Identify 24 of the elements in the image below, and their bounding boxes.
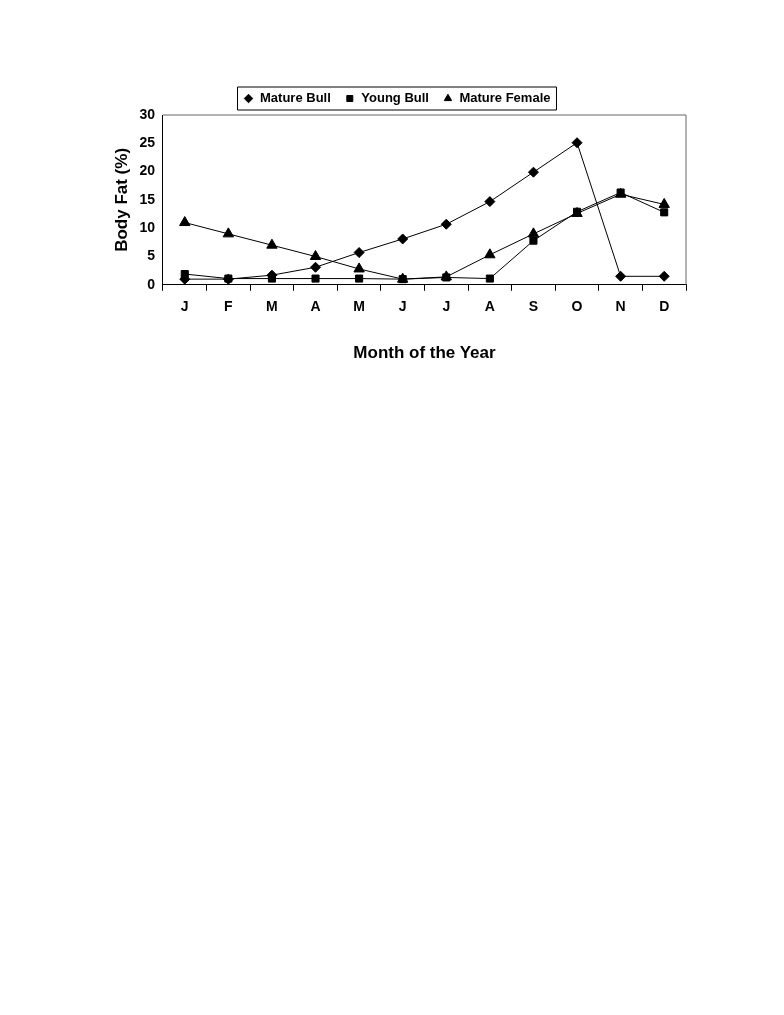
- y-tick-label: 20: [139, 162, 156, 179]
- x-tick-label: J: [398, 298, 407, 315]
- y-tick-label: 10: [139, 219, 156, 236]
- x-tick-label: M: [353, 298, 365, 315]
- x-tick-label: D: [659, 298, 670, 315]
- x-tick-label: F: [224, 298, 234, 315]
- y-tick-label: 25: [139, 134, 156, 151]
- x-tick-label: M: [266, 298, 278, 315]
- x-tick-label: J: [442, 298, 451, 315]
- y-tick-label: 0: [147, 275, 156, 292]
- x-axis-title: Month of the Year: [353, 343, 497, 363]
- x-tick-label: J: [180, 298, 189, 315]
- x-tick-label: A: [310, 298, 321, 315]
- legend-label: Mature Female: [459, 90, 551, 106]
- legend-label: Young Bull: [361, 90, 429, 106]
- y-axis-title: Body Fat (%): [111, 147, 131, 252]
- x-tick-label: N: [615, 298, 626, 315]
- x-tick-label: A: [484, 298, 495, 315]
- legend-label: Mature Bull: [260, 90, 331, 106]
- x-tick-label: O: [571, 298, 583, 315]
- y-tick-label: 5: [147, 247, 156, 264]
- x-tick-label: S: [528, 298, 539, 315]
- y-tick-label: 15: [139, 190, 156, 207]
- y-tick-label: 30: [139, 105, 156, 122]
